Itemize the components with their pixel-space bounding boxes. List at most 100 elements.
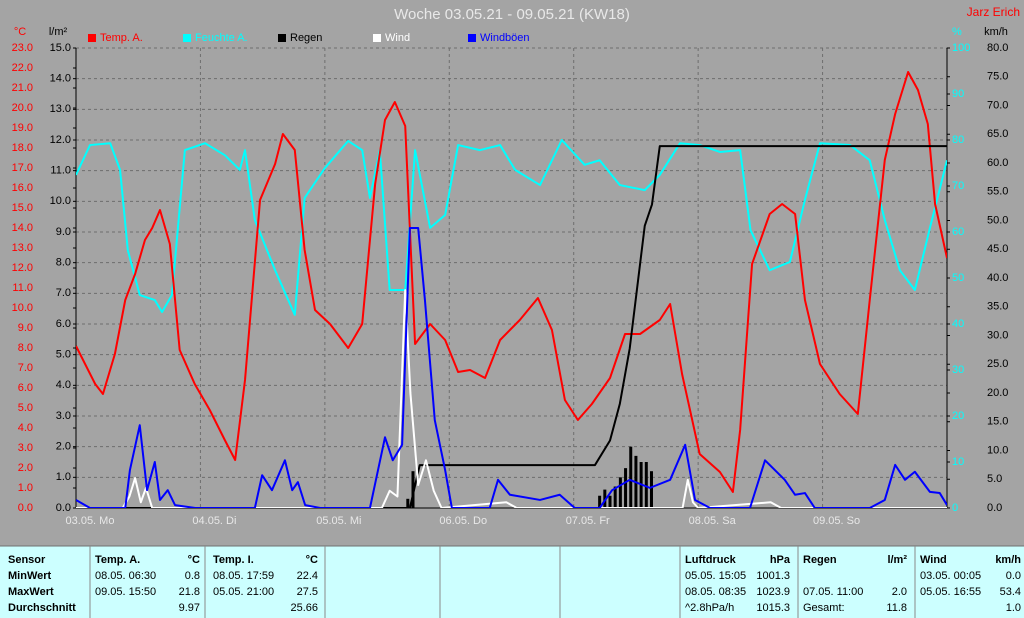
tick-label: 6.0	[18, 382, 33, 394]
table-cell: °C	[306, 554, 318, 566]
tick-label: 19.0	[12, 122, 33, 134]
legend-swatch	[88, 34, 96, 42]
tick-label: 30.0	[987, 329, 1008, 341]
tick-label: 3.0	[18, 442, 33, 454]
tick-label: 5.0	[56, 349, 71, 361]
tick-label: 90	[952, 88, 964, 100]
line-series	[76, 145, 947, 508]
tick-label: 10.0	[12, 302, 33, 314]
tick-label: 11.0	[50, 165, 71, 177]
table-cell: Wind	[920, 554, 947, 566]
rain-bar	[618, 477, 622, 508]
tick-label: 14.0	[50, 73, 71, 85]
tick-label: 10	[952, 456, 964, 468]
tick-label: 18.0	[12, 142, 33, 154]
table-cell: Sensor	[8, 554, 46, 566]
tick-label: 80	[952, 134, 964, 146]
axis-unit: l/m²	[49, 26, 68, 38]
tick-label: 65.0	[987, 128, 1008, 140]
tick-label: 16.0	[12, 182, 33, 194]
table-cell: MinWert	[8, 570, 52, 582]
tick-label: 45.0	[987, 243, 1008, 255]
table-cell: Luftdruck	[685, 554, 737, 566]
rain-bar	[644, 462, 648, 508]
legend-swatch	[278, 34, 286, 42]
legend-label: Feuchte A.	[195, 32, 248, 44]
legend-label: Regen	[290, 32, 322, 44]
tick-label: 20.0	[987, 387, 1008, 399]
x-tick-label: 05.05. Mi	[316, 515, 361, 527]
tick-label: 70	[952, 180, 964, 192]
rain-bar	[629, 446, 633, 508]
tick-label: 80.0	[987, 42, 1008, 54]
x-tick-label: 08.05. Sa	[689, 515, 737, 527]
tick-label: 2.0	[56, 441, 71, 453]
table-cell: 0.0	[1006, 570, 1021, 582]
table-cell: hPa	[770, 554, 791, 566]
tick-label: 4.0	[56, 379, 71, 391]
tick-label: 8.0	[56, 257, 71, 269]
tick-label: 12.0	[12, 262, 33, 274]
legend-label: Temp. A.	[100, 32, 143, 44]
table-cell: Temp. A.	[95, 554, 140, 566]
axis-unit: °C	[14, 26, 26, 38]
x-tick-label: 06.05. Do	[439, 515, 487, 527]
tick-label: 15.0	[12, 202, 33, 214]
tick-label: 2.0	[18, 462, 33, 474]
tick-label: 25.0	[987, 358, 1008, 370]
table-cell: 05.05. 21:00	[213, 586, 274, 598]
legend-label: Windböen	[480, 32, 530, 44]
tick-label: 30	[952, 364, 964, 376]
tick-label: 60	[952, 226, 964, 238]
tick-label: 12.0	[50, 134, 71, 146]
tick-label: 21.0	[12, 82, 33, 94]
table-cell: 08.05. 17:59	[213, 570, 274, 582]
tick-label: 0.0	[56, 502, 71, 514]
tick-label: 5.0	[987, 473, 1002, 485]
table-cell: MaxWert	[8, 586, 54, 598]
table-background	[0, 546, 1024, 618]
tick-label: 0.0	[987, 502, 1002, 514]
plot-area	[76, 71, 947, 508]
tick-label: 13.0	[50, 103, 71, 115]
tick-label: 15.0	[987, 416, 1008, 428]
rain-bar	[649, 471, 653, 508]
tick-label: 5.0	[18, 402, 33, 414]
table-cell: 0.8	[185, 570, 200, 582]
tick-label: 20	[952, 410, 964, 422]
tick-label: 3.0	[56, 410, 71, 422]
x-tick-label: 03.05. Mo	[66, 515, 115, 527]
x-tick-label: 07.05. Fr	[566, 515, 610, 527]
table-cell: 1023.9	[756, 586, 790, 598]
tick-label: 35.0	[987, 301, 1008, 313]
tick-label: 22.0	[12, 62, 33, 74]
table-cell: 07.05. 11:00	[803, 586, 863, 598]
line-series	[76, 289, 947, 508]
table-cell: Gesamt:	[803, 602, 845, 614]
tick-label: 23.0	[12, 42, 33, 54]
table-cell: 21.8	[179, 586, 200, 598]
table-cell: 1.0	[1006, 602, 1021, 614]
line-series	[76, 71, 947, 493]
rain-bar	[603, 489, 607, 508]
rain-bar	[411, 471, 415, 508]
x-tick-label: 09.05. So	[813, 515, 860, 527]
table-cell: 11.8	[886, 602, 907, 614]
axis-unit: km/h	[984, 26, 1008, 38]
tick-label: 11.0	[12, 282, 33, 294]
tick-label: 40	[952, 318, 964, 330]
table-cell: 1001.3	[756, 570, 790, 582]
rain-bar	[613, 486, 617, 508]
table-cell: °C	[188, 554, 200, 566]
rain-bar	[624, 468, 628, 508]
tick-label: 0.0	[18, 502, 33, 514]
line-series	[76, 139, 947, 316]
tick-label: 10.0	[50, 195, 71, 207]
tick-label: 13.0	[12, 242, 33, 254]
tick-label: 100	[952, 42, 970, 54]
chart-title: Woche 03.05.21 - 09.05.21 (KW18)	[394, 6, 630, 23]
tick-label: 8.0	[18, 342, 33, 354]
table-cell: 25.66	[290, 602, 318, 614]
tick-label: 14.0	[12, 222, 33, 234]
